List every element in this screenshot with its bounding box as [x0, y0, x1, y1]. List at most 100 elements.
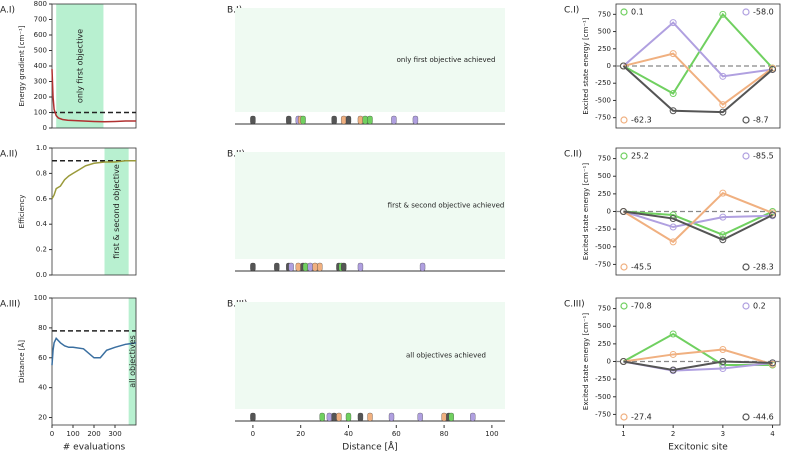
y-tick-label: 500 — [598, 172, 611, 180]
x-tick-label: 3 — [721, 430, 725, 438]
legend-label: 0.1 — [631, 8, 644, 17]
y-tick-label: -750 — [595, 114, 611, 122]
x-tick-label: 300 — [108, 430, 121, 438]
y-tick-label: 700 — [34, 16, 47, 24]
point — [619, 62, 627, 70]
site-marker — [470, 412, 476, 422]
series-line — [623, 210, 773, 236]
y-tick-label: 250 — [598, 340, 611, 348]
legend-label: -8.7 — [753, 116, 769, 125]
legend-swatch — [620, 302, 628, 310]
point — [669, 330, 677, 338]
point — [769, 359, 777, 367]
annotation: first & second objective achieved — [388, 202, 505, 210]
panel-label: C.I) — [564, 6, 579, 16]
point — [769, 65, 777, 73]
x-tick-label: 20 — [296, 430, 305, 438]
y-tick-label: -250 — [595, 225, 611, 233]
objective-span — [128, 298, 136, 425]
site-marker — [357, 115, 364, 125]
y-tick-label: -500 — [595, 393, 611, 401]
point — [719, 236, 727, 244]
point — [719, 101, 727, 109]
background — [235, 8, 505, 112]
legend-label: 25.2 — [631, 152, 649, 161]
y-tick-label: 500 — [598, 322, 611, 330]
legend-label: -62.3 — [631, 116, 652, 125]
annotation: all objectives achieved — [406, 352, 486, 360]
site-marker — [295, 262, 301, 272]
site-marker — [319, 412, 325, 422]
series-line — [622, 191, 773, 244]
site-marker — [341, 115, 347, 125]
point — [719, 231, 727, 239]
series-line — [622, 65, 774, 114]
site-marker — [357, 262, 364, 272]
point — [769, 211, 777, 219]
point — [669, 90, 677, 98]
y-axis-label: Excited state energy [cm⁻¹] — [582, 313, 590, 410]
y-tick-label: 0.4 — [36, 220, 48, 228]
series-line — [623, 210, 773, 229]
objective-span — [104, 148, 129, 275]
legend-swatch — [620, 8, 628, 16]
site-marker — [419, 262, 426, 272]
site-marker — [388, 412, 395, 422]
x-tick-label: 2 — [671, 430, 675, 438]
y-tick-label: 60 — [38, 354, 47, 362]
x-axis-label: Distance [Å] — [342, 441, 397, 453]
site-marker — [391, 115, 397, 125]
legend-label: -27.4 — [631, 413, 652, 422]
y-tick-label: 250 — [598, 190, 611, 198]
y-tick-label: 20 — [38, 414, 47, 422]
legend-label: 0.2 — [753, 302, 766, 311]
objective-span — [56, 4, 104, 128]
panel-label: B.I) — [227, 6, 242, 16]
site-marker — [367, 412, 373, 422]
point — [619, 358, 627, 365]
site-marker — [412, 115, 419, 125]
x-tick-label: 40 — [344, 430, 353, 438]
series-line — [623, 360, 773, 371]
legend-label: -45.5 — [631, 263, 652, 272]
y-tick-label: 300 — [34, 78, 47, 86]
y-tick-label: 750 — [598, 305, 611, 313]
y-tick-label: -500 — [595, 96, 611, 104]
series-line — [622, 332, 773, 367]
point — [719, 108, 727, 116]
site-marker — [448, 412, 454, 422]
site-marker — [441, 412, 447, 422]
legend-swatch — [742, 152, 750, 160]
x-tick-label: 60 — [392, 430, 401, 438]
y-axis-label: Energy gradient [cm⁻¹] — [18, 25, 26, 106]
site-marker — [302, 262, 309, 272]
panel-label: C.III) — [564, 300, 585, 310]
y-tick-label: 500 — [34, 47, 47, 55]
site-marker — [345, 412, 352, 422]
line — [51, 69, 136, 123]
point — [669, 223, 677, 231]
frame — [51, 147, 137, 276]
series-line — [622, 12, 774, 95]
site-marker — [286, 115, 292, 125]
background — [235, 152, 505, 259]
y-tick-label: 0.8 — [36, 169, 47, 177]
site-marker — [417, 412, 423, 422]
y-tick-label: 0.2 — [36, 246, 47, 254]
point — [719, 346, 727, 354]
site-marker — [331, 115, 337, 125]
site-marker — [288, 262, 294, 272]
site-marker — [274, 262, 280, 272]
site-marker — [341, 262, 347, 272]
site-marker — [317, 262, 323, 272]
y-tick-label: 40 — [38, 384, 47, 392]
x-tick-label: 4 — [770, 430, 775, 438]
series-line — [622, 21, 773, 78]
legend-label: -28.3 — [753, 263, 774, 272]
y-tick-label: 100 — [34, 294, 47, 302]
legend-swatch — [620, 263, 628, 271]
panel-label: A.III) — [0, 300, 20, 310]
site-marker — [307, 262, 313, 272]
legend-swatch — [620, 152, 628, 160]
x-tick-label: 0 — [50, 430, 54, 438]
